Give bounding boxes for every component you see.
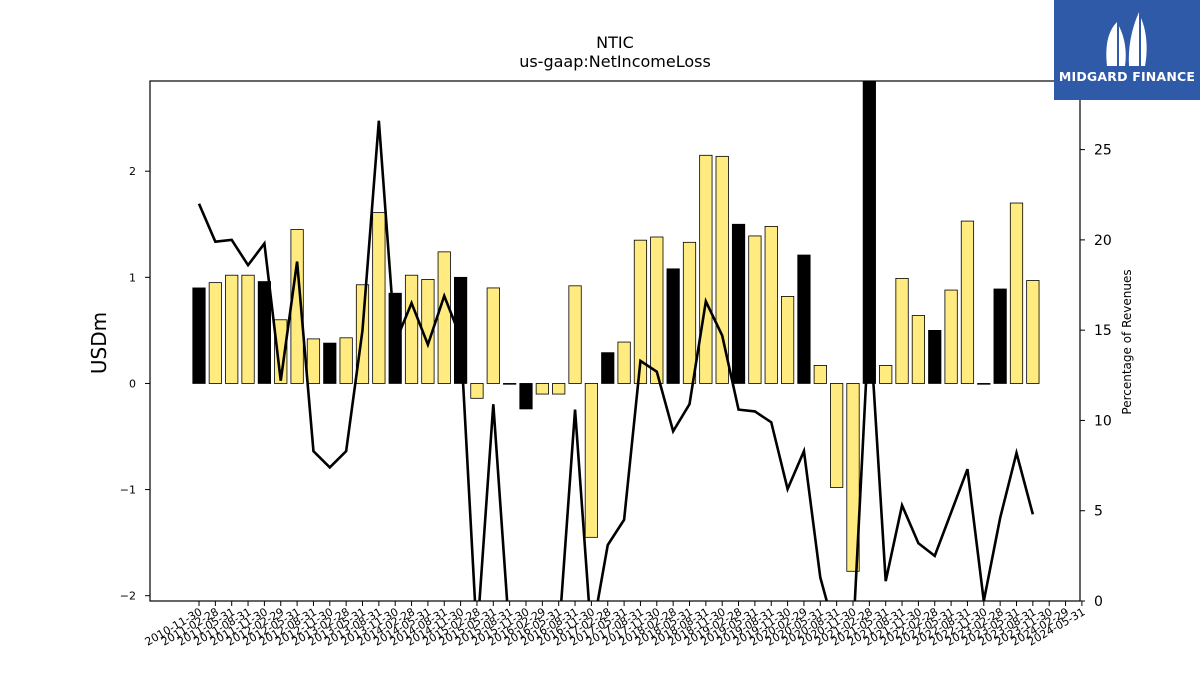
bar <box>437 251 451 384</box>
bar <box>830 383 844 488</box>
bar <box>666 268 680 384</box>
bar <box>748 235 762 384</box>
bar <box>323 342 337 384</box>
bar <box>568 285 582 384</box>
bar <box>977 383 991 385</box>
y2-tick-label: 0 <box>1094 594 1103 610</box>
bar <box>781 296 795 384</box>
logo-text: MIDGARD FINANCE <box>1058 69 1196 84</box>
bar <box>797 254 811 384</box>
bar <box>633 239 648 384</box>
y-axis-label: USDm <box>87 312 111 374</box>
y-tick-label: 0 <box>129 377 136 390</box>
y2-axis-label: Percentage of Revenues <box>1120 269 1134 414</box>
bar <box>503 383 517 385</box>
bar <box>584 383 599 538</box>
bar <box>879 365 893 384</box>
bar <box>699 154 713 384</box>
bar <box>306 338 321 384</box>
bar <box>552 383 566 395</box>
y-tick-label: 2 <box>129 165 136 178</box>
bar <box>535 383 549 395</box>
bar <box>650 236 664 384</box>
bar <box>813 365 827 384</box>
bar <box>960 220 975 384</box>
y-ticks-right: 0 5 10 15 20 25 <box>1080 143 1112 610</box>
bar <box>928 329 942 384</box>
plot-frame <box>149 80 1081 602</box>
bar <box>225 274 239 384</box>
y-tick-label: −1 <box>120 484 136 497</box>
y-ticks-left: −2 −1 0 1 2 <box>120 165 150 603</box>
bar <box>862 81 876 384</box>
bar <box>241 274 255 384</box>
bar <box>339 337 353 384</box>
bar <box>1026 280 1040 384</box>
midgard-logo-icon <box>1106 12 1147 66</box>
line-series <box>197 120 1035 601</box>
y-tick-label: −2 <box>120 590 136 603</box>
bar <box>731 223 746 384</box>
y2-tick-label: 5 <box>1094 504 1103 520</box>
bar <box>208 282 222 384</box>
bar <box>601 352 615 384</box>
y2-tick-label: 10 <box>1094 413 1112 429</box>
bar <box>617 341 631 384</box>
bar <box>470 383 484 399</box>
bar <box>257 281 272 384</box>
x-ticks: 2010-11-302011-02-282011-05-312011-08-31… <box>143 601 1087 649</box>
bar <box>486 287 500 384</box>
ratio-line <box>197 120 1035 601</box>
chart-title: NTIC <box>596 33 634 52</box>
y2-tick-label: 20 <box>1094 233 1112 249</box>
chart-subtitle: us-gaap:NetIncomeLoss <box>519 52 711 71</box>
bar <box>519 383 533 410</box>
bar <box>895 277 909 384</box>
y2-tick-label: 15 <box>1094 323 1112 339</box>
bar <box>944 289 958 384</box>
y2-tick-label: 25 <box>1094 143 1112 159</box>
bar <box>453 276 468 384</box>
bar <box>682 241 697 384</box>
bar <box>1009 202 1024 384</box>
bar <box>404 274 419 384</box>
bar <box>846 383 860 572</box>
bar <box>192 287 206 384</box>
brand-logo: MIDGARD FINANCE <box>1054 0 1200 100</box>
bar <box>911 315 926 384</box>
bar-series <box>192 81 1040 572</box>
bar <box>764 225 778 384</box>
bar <box>372 212 386 384</box>
y-tick-label: 1 <box>129 271 136 284</box>
bar <box>993 288 1007 384</box>
